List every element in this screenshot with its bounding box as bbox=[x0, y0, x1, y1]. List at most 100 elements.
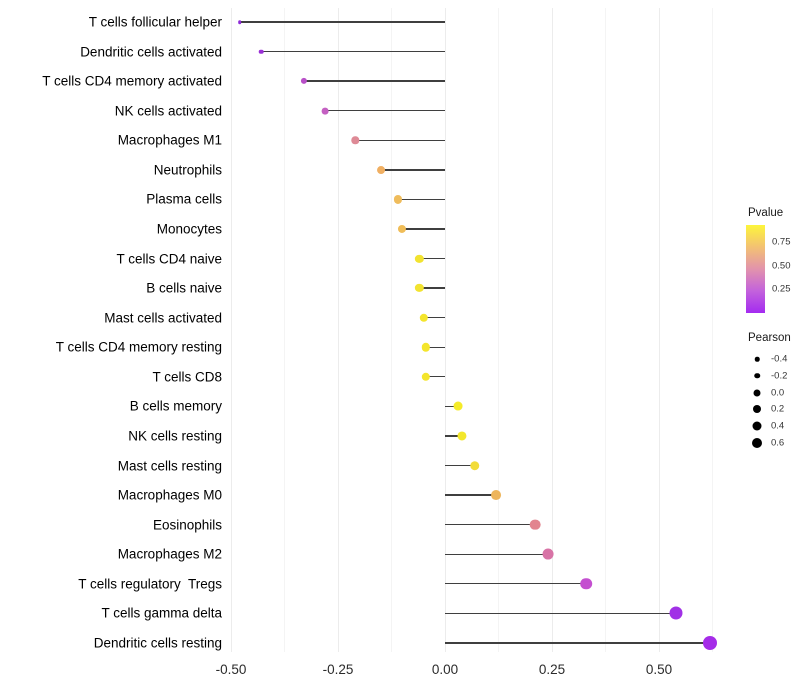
lollipop-stem bbox=[445, 612, 677, 615]
major-gridline bbox=[658, 8, 660, 652]
y-axis-label: Mast cells resting bbox=[117, 457, 222, 473]
minor-gridline bbox=[284, 8, 285, 652]
y-axis-label: T cells regulatory Tregs bbox=[78, 576, 222, 592]
y-axis-label: T cells follicular helper bbox=[88, 14, 222, 30]
lollipop-dot bbox=[669, 606, 683, 620]
pearson-legend-label: 0.4 bbox=[771, 420, 785, 432]
lollipop-stem bbox=[425, 346, 445, 348]
pvalue-legend-tick-label: 0.50 bbox=[772, 260, 791, 272]
lollipop-stem bbox=[402, 228, 445, 230]
y-axis-label: Dendritic cells resting bbox=[93, 635, 222, 651]
lollipop-stem bbox=[445, 553, 548, 555]
lollipop-stem bbox=[445, 524, 535, 526]
lollipop-stem bbox=[303, 80, 445, 82]
major-gridline bbox=[337, 8, 339, 652]
lollipop-dot bbox=[237, 20, 242, 24]
y-axis-label: T cells gamma delta bbox=[101, 605, 222, 621]
lollipop-dot bbox=[470, 460, 480, 471]
lollipop-stem bbox=[380, 169, 445, 171]
lollipop-stem bbox=[397, 198, 445, 201]
lollipop-dot bbox=[419, 313, 428, 322]
pearson-legend-label: -0.4 bbox=[771, 353, 788, 365]
major-gridline bbox=[444, 8, 446, 652]
minor-gridline bbox=[498, 8, 499, 652]
x-tick-label: -0.50 bbox=[215, 662, 247, 677]
lollipop-stem bbox=[239, 21, 445, 23]
lollipop-dot bbox=[542, 548, 554, 560]
x-tick-label: 0.25 bbox=[538, 662, 566, 677]
lollipop-dot bbox=[415, 283, 424, 293]
lollipop-stem bbox=[445, 642, 711, 644]
lollipop-dot bbox=[529, 519, 541, 531]
y-axis-label: B cells memory bbox=[129, 398, 222, 414]
lollipop-stem bbox=[425, 376, 445, 378]
lollipop-dot bbox=[398, 224, 407, 234]
x-tick-label: 0.50 bbox=[645, 662, 673, 677]
pvalue-legend-title: Pvalue bbox=[748, 207, 784, 219]
pearson-legend-dot bbox=[754, 356, 760, 362]
y-axis-label: Macrophages M1 bbox=[117, 132, 222, 148]
lollipop-dot bbox=[393, 195, 402, 204]
pearson-legend-dot bbox=[752, 438, 762, 448]
minor-gridline bbox=[605, 8, 606, 652]
y-axis-label: B cells naive bbox=[146, 280, 222, 296]
major-gridline bbox=[551, 8, 553, 652]
y-axis-label: T cells CD8 bbox=[152, 369, 222, 385]
y-axis-label: Eosinophils bbox=[152, 516, 222, 532]
lollipop-stem bbox=[355, 139, 445, 141]
x-tick-label: -0.25 bbox=[322, 662, 354, 677]
pearson-legend-label: 0.0 bbox=[771, 387, 785, 399]
y-axis-label: Macrophages M0 bbox=[117, 487, 222, 503]
y-axis-label: NK cells activated bbox=[114, 102, 222, 118]
y-axis-label: Neutrophils bbox=[153, 162, 222, 178]
pvalue-legend-tick-label: 0.75 bbox=[772, 236, 791, 248]
lollipop-dot bbox=[300, 78, 307, 85]
pearson-legend-label: 0.2 bbox=[771, 403, 785, 415]
y-axis-label: Mast cells activated bbox=[104, 309, 222, 325]
y-axis-label: NK cells resting bbox=[128, 428, 222, 444]
y-axis-label: T cells CD4 memory activated bbox=[42, 73, 222, 89]
lollipop-dot bbox=[703, 635, 718, 650]
lollipop-dot bbox=[421, 372, 430, 382]
lollipop-stem bbox=[423, 317, 445, 319]
lollipop-stem bbox=[445, 583, 587, 585]
x-tick-label: 0.00 bbox=[431, 662, 459, 677]
lollipop-dot bbox=[453, 401, 463, 411]
lollipop-dot bbox=[491, 490, 502, 501]
y-axis-label: Monocytes bbox=[156, 221, 222, 237]
lollipop-dot bbox=[376, 165, 385, 174]
y-axis-label: Plasma cells bbox=[146, 191, 222, 207]
lollipop-dot bbox=[321, 107, 329, 115]
lollipop-dot bbox=[415, 254, 424, 263]
lollipop-dot bbox=[580, 578, 593, 590]
lollipop-dot bbox=[421, 343, 430, 352]
pearson-legend-dot bbox=[752, 421, 762, 431]
y-axis-label: Dendritic cells activated bbox=[80, 43, 222, 59]
lollipop-stem bbox=[419, 287, 445, 289]
minor-gridline bbox=[391, 8, 392, 652]
pearson-legend-dot bbox=[753, 389, 761, 397]
lollipop-stem bbox=[325, 110, 445, 112]
lollipop-dot bbox=[457, 431, 467, 441]
pearson-legend-dot bbox=[754, 373, 760, 379]
pearson-legend-label: -0.2 bbox=[771, 370, 788, 382]
pearson-legend-title: Pearson bbox=[748, 332, 791, 344]
y-axis-label: Macrophages M2 bbox=[117, 546, 222, 562]
lollipop-dot bbox=[258, 49, 264, 54]
pearson-legend-dot bbox=[753, 405, 761, 414]
lollipop-stem bbox=[419, 257, 445, 260]
y-axis-label: T cells CD4 memory resting bbox=[55, 339, 222, 355]
minor-gridline bbox=[712, 8, 713, 652]
lollipop-stem bbox=[445, 494, 497, 496]
pvalue-legend-tick-label: 0.25 bbox=[772, 283, 791, 295]
lollipop-stem bbox=[445, 405, 458, 408]
pvalue-gradient-bar bbox=[746, 225, 765, 313]
pearson-legend-label: 0.6 bbox=[771, 437, 785, 449]
lollipop-stem bbox=[445, 464, 475, 467]
lollipop-dot bbox=[351, 136, 359, 144]
lollipop-stem bbox=[445, 435, 463, 437]
y-axis-label: T cells CD4 naive bbox=[116, 250, 222, 266]
lollipop-stem bbox=[260, 50, 445, 53]
